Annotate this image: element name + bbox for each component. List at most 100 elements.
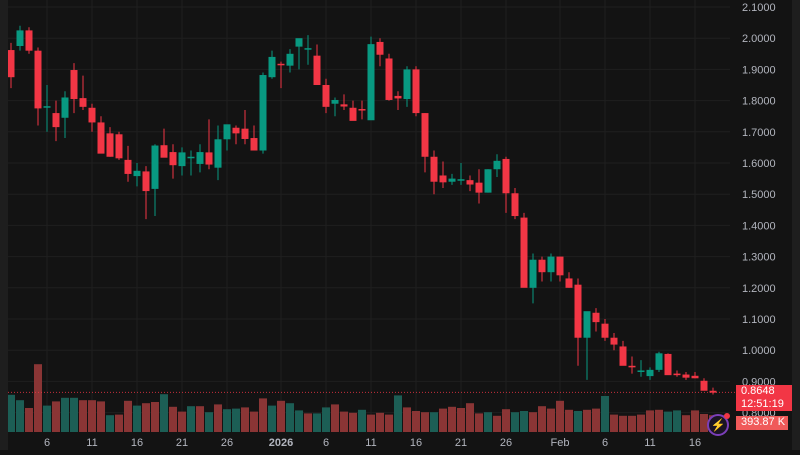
lightning-icon: ⚡ [710, 418, 726, 432]
candle-down [97, 122, 105, 154]
volume-bar [250, 411, 258, 432]
volume-bar [223, 409, 231, 432]
volume-bar [52, 401, 60, 432]
candle-down [664, 353, 672, 376]
last-price-badge: 0.8648 12:51:19 [736, 385, 792, 411]
candle-down [115, 134, 123, 159]
volume-bar [538, 406, 546, 432]
candle-down [412, 69, 420, 114]
volume-bar [511, 412, 519, 432]
volume-bar [628, 415, 636, 432]
volume-bar [205, 412, 213, 432]
volume-bar [178, 411, 186, 432]
candle-down [691, 375, 699, 379]
volume-bar [349, 412, 357, 432]
candle-down [439, 175, 447, 183]
volume-bar [493, 415, 501, 432]
candle-up [259, 75, 267, 151]
candle-up [484, 169, 492, 193]
x-axis-label: 11 [365, 437, 376, 449]
volume-bar [79, 400, 87, 432]
x-axis-label: 21 [176, 437, 188, 449]
candle-down [709, 390, 717, 393]
candle-down [25, 30, 33, 51]
candle-down [169, 152, 177, 166]
candle-up [493, 160, 501, 170]
volume-bar [529, 412, 537, 432]
volume-bar [673, 410, 681, 432]
candle-down [358, 109, 366, 111]
candle-up [151, 145, 159, 189]
y-axis-label: 1.3000 [742, 252, 776, 264]
volume-bar [340, 411, 348, 432]
chart-canvas[interactable]: 2.1000 2.0000 1.9000 1.8000 1.7000 1.6000 1.50… [7, 0, 792, 450]
candle-down [538, 259, 546, 273]
candle-up [547, 256, 555, 273]
candle-up [196, 152, 204, 164]
candle-down [610, 337, 618, 345]
x-axis-label: 26 [500, 437, 512, 449]
volume-bar [295, 410, 303, 432]
candle-down [160, 145, 168, 158]
candle-down [574, 284, 582, 338]
volume-bar [439, 408, 447, 432]
candle-down [88, 107, 96, 123]
volume-bar [196, 406, 204, 432]
volume-bar [7, 394, 15, 432]
candle-up [133, 170, 141, 177]
candle-up [331, 99, 339, 104]
volume-bar [124, 400, 132, 432]
candle-down [376, 41, 384, 55]
candle-down [619, 346, 627, 366]
x-axis-label: 26 [221, 437, 233, 449]
candle-down [205, 152, 213, 165]
volume-bar [430, 412, 438, 432]
candle-down [232, 127, 240, 134]
y-axis-label: 1.6000 [742, 158, 776, 170]
candle-up [529, 259, 537, 288]
candle-up [187, 156, 195, 159]
volume-bar [646, 410, 654, 432]
candlestick-chart[interactable]: 2.1000 2.0000 1.9000 1.8000 1.7000 1.6000 1.50… [7, 0, 792, 450]
candle-down [475, 182, 483, 193]
candle-down [322, 85, 330, 107]
volume-bar [664, 411, 672, 432]
volume-bar [610, 414, 618, 432]
volume-bar [547, 408, 555, 432]
candle-down [511, 193, 519, 217]
volume-bar [169, 406, 177, 432]
volume-bar [376, 412, 384, 432]
x-axis-label: 11 [644, 437, 655, 449]
volume-bar [385, 414, 393, 432]
candle-down [502, 158, 510, 194]
candle-down [142, 171, 150, 192]
candle-up [214, 139, 222, 168]
volume-bar [106, 415, 114, 432]
volume-bar [259, 398, 267, 432]
candle-down [466, 180, 474, 185]
candle-down [700, 380, 708, 391]
volume-bar [241, 407, 249, 432]
candle-up [655, 353, 663, 370]
x-axis-label: Feb [551, 437, 570, 449]
candle-down [682, 374, 690, 378]
volume-bar [448, 406, 456, 432]
volume-bar [43, 405, 51, 432]
volume-bar [358, 409, 366, 432]
candle-up [448, 178, 456, 182]
candle-down [565, 278, 573, 288]
volume-bar [565, 409, 573, 432]
candle-down [313, 55, 321, 85]
candle-down [628, 365, 636, 368]
volume-bar [313, 413, 321, 432]
x-axis-label: 2026 [269, 437, 293, 449]
candle-down [592, 312, 600, 323]
volume-bar [475, 413, 483, 432]
volume-bar [412, 411, 420, 432]
volume-bar [466, 403, 474, 432]
volume-bar [304, 413, 312, 432]
x-axis-label: 6 [323, 437, 329, 449]
bolt-icon[interactable]: ⚡ [707, 413, 730, 436]
volume-bar [682, 415, 690, 432]
candle-down [520, 217, 528, 288]
